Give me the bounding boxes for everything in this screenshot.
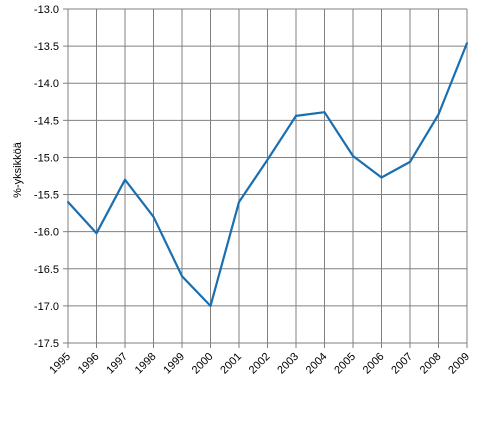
y-tick-label: -14.5 [34, 115, 59, 127]
x-tick-label: 1999 [161, 351, 187, 377]
x-tick-label: 2006 [361, 351, 387, 377]
x-tick-label: 2001 [218, 351, 244, 377]
data-point [124, 178, 126, 181]
x-tick-label: 2009 [446, 351, 472, 377]
x-tick-label: 2008 [418, 351, 444, 377]
data-point [209, 304, 212, 307]
y-tick-label: -16.0 [34, 227, 59, 239]
y-axis: -13.0 -13.5 -14.0 -14.5 -15.0 -15.5 -16.0 -16.5… [34, 4, 68, 350]
chart-grid [67, 8, 468, 344]
data-point [466, 42, 468, 45]
x-tick-label: 1997 [104, 351, 130, 377]
data-point [152, 215, 155, 218]
x-tick-label: 2000 [190, 351, 216, 377]
data-point [95, 232, 98, 235]
data-point [67, 200, 69, 203]
y-tick-label: -13.5 [34, 41, 59, 53]
y-tick-label: -17.5 [34, 338, 59, 350]
data-point [409, 160, 411, 163]
x-tick-label: 2007 [389, 351, 415, 377]
data-point [266, 158, 269, 161]
data-point [380, 176, 383, 179]
y-tick-label: -15.5 [34, 190, 59, 202]
x-tick-label: 2003 [275, 351, 301, 377]
x-tick-label: 2002 [247, 351, 273, 377]
y-tick-label: -15.0 [34, 152, 59, 164]
x-tick-label: 1995 [47, 351, 73, 377]
y-tick-label: -16.5 [34, 264, 59, 276]
data-point [437, 113, 440, 116]
x-tick-label: 2004 [304, 351, 330, 377]
data-point [295, 114, 297, 117]
data-point [352, 154, 354, 157]
data-point [323, 111, 326, 114]
data-point [181, 275, 183, 278]
x-tick-label: 1996 [76, 351, 102, 377]
y-tick-label: -13.0 [34, 4, 59, 16]
x-tick-label: 1998 [133, 351, 159, 377]
x-axis: 1995 1996 1997 1998 1999 2000 2001 2002 2003 2004… [47, 343, 472, 376]
data-point [238, 200, 240, 203]
x-tick-label: 2005 [332, 351, 358, 377]
y-tick-label: -14.0 [34, 78, 59, 90]
y-tick-label: -17.0 [34, 301, 59, 313]
series-group [67, 42, 469, 307]
y-axis-title: %-yksikköä [12, 141, 24, 198]
